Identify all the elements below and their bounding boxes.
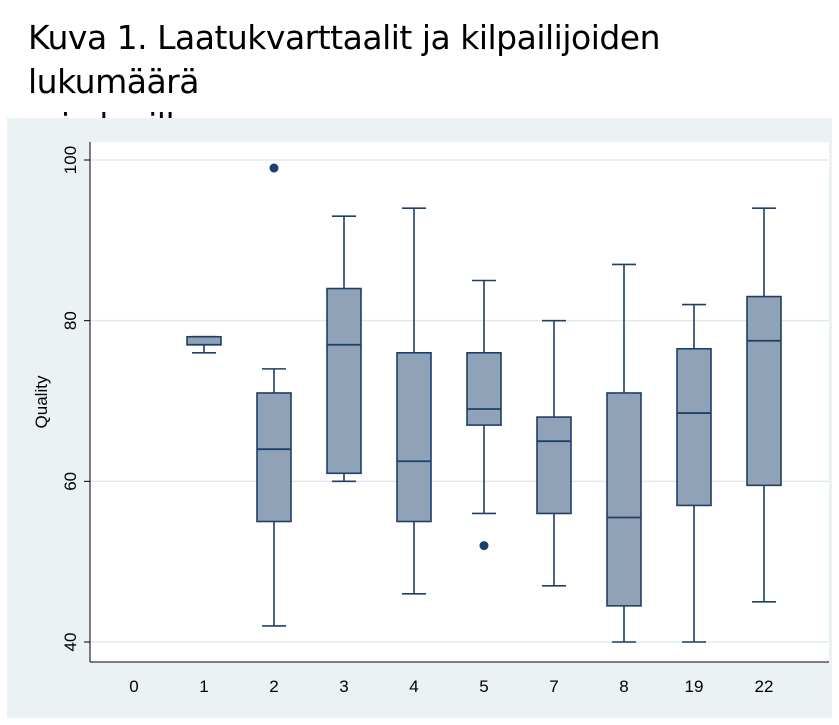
box-plot: 40 60 80 100 Quality 0 1 2 3 4 5 7 8 19 22 xyxy=(32,142,829,696)
x-tick-label: 2 xyxy=(269,677,278,696)
figure-area: 40 60 80 100 Quality 0 1 2 3 4 5 7 8 19 22 xyxy=(7,118,832,718)
box xyxy=(396,352,432,523)
chart-title-line-1: Kuva 1. Laatukvarttaalit ja kilpailijoid… xyxy=(28,18,661,101)
y-tick-label: 80 xyxy=(61,311,80,330)
box xyxy=(746,295,782,487)
chart-title: Kuva 1. Laatukvarttaalit ja kilpailijoid… xyxy=(28,16,828,148)
x-tick-label: 3 xyxy=(339,677,348,696)
box xyxy=(466,352,502,426)
box xyxy=(536,416,572,515)
x-tick-label: 19 xyxy=(685,677,704,696)
box xyxy=(186,335,222,346)
box xyxy=(326,287,362,475)
plot-area xyxy=(90,142,829,662)
x-tick-label: 7 xyxy=(549,677,558,696)
outlier-point xyxy=(269,163,279,173)
outlier-point xyxy=(479,541,489,551)
x-tick-label: 4 xyxy=(409,677,418,696)
y-tick-label: 60 xyxy=(61,472,80,491)
y-tick-label: 40 xyxy=(61,633,80,652)
y-tick-label: 100 xyxy=(61,146,80,174)
box xyxy=(676,347,712,507)
x-tick-label: 0 xyxy=(129,677,138,696)
box xyxy=(606,392,642,607)
x-tick-label: 8 xyxy=(619,677,628,696)
x-tick-label: 5 xyxy=(479,677,488,696)
x-tick-label: 1 xyxy=(199,677,208,696)
y-axis-label: Quality xyxy=(32,375,51,428)
x-tick-label: 22 xyxy=(755,677,774,696)
box xyxy=(256,392,292,523)
